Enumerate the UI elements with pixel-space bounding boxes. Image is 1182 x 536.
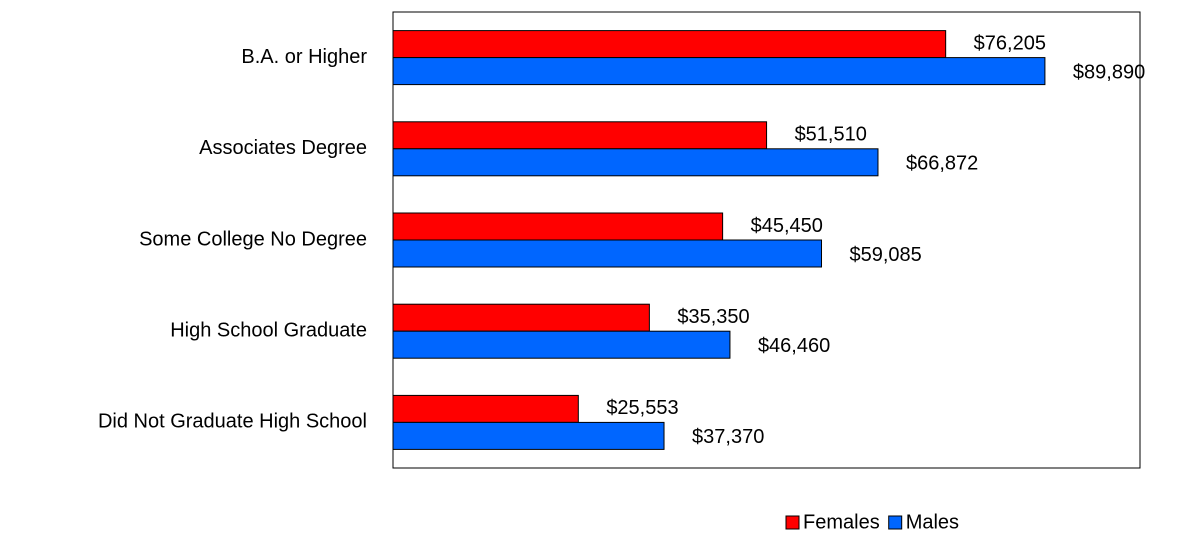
legend-label: Females xyxy=(803,511,880,533)
y-tick-label: Some College No Degree xyxy=(139,228,367,250)
value-label: $35,350 xyxy=(677,306,749,328)
y-tick-label: Associates Degree xyxy=(199,137,367,159)
value-label: $45,450 xyxy=(751,215,823,237)
bar xyxy=(392,212,724,241)
bar xyxy=(392,239,823,268)
bar xyxy=(392,330,731,359)
value-label: $46,460 xyxy=(758,335,830,357)
bar xyxy=(392,303,650,332)
bar xyxy=(392,148,879,177)
value-label: $37,370 xyxy=(692,426,764,448)
y-tick-label: Did Not Graduate High School xyxy=(98,411,367,433)
legend-swatch xyxy=(785,515,800,530)
y-tick-label: High School Graduate xyxy=(170,319,367,341)
value-label: $66,872 xyxy=(906,153,978,175)
bar xyxy=(392,57,1046,86)
value-label: $25,553 xyxy=(606,397,678,419)
legend-swatch xyxy=(888,515,903,530)
bar xyxy=(392,394,579,423)
legend-label: Males xyxy=(906,511,959,533)
value-label: $51,510 xyxy=(795,124,867,146)
bar xyxy=(392,421,665,450)
bar xyxy=(392,121,768,150)
value-label: $76,205 xyxy=(974,32,1046,54)
y-tick-label: B.A. or Higher xyxy=(241,46,367,68)
value-label: $89,890 xyxy=(1073,61,1145,83)
value-label: $59,085 xyxy=(850,244,922,266)
bar xyxy=(392,30,947,59)
